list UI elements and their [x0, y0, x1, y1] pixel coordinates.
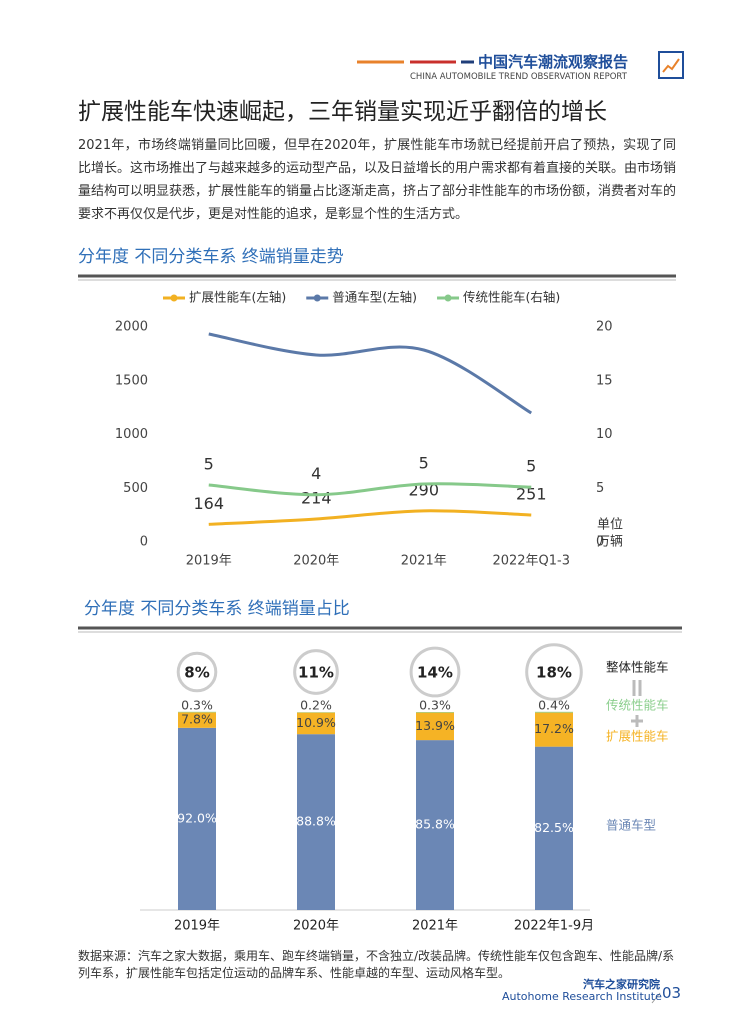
- logo-icon: [658, 51, 684, 79]
- total-circle: [409, 646, 461, 698]
- y2-tick-label: 0: [596, 535, 604, 550]
- series-line: [208, 332, 533, 415]
- bar-segment: [416, 712, 454, 741]
- total-circle: [525, 643, 583, 701]
- bar-segment: [297, 712, 335, 735]
- data-label: 5: [204, 455, 214, 474]
- y2-tick-label: 15: [596, 373, 613, 388]
- legend-swatch: [313, 294, 321, 302]
- total-circle: [293, 649, 339, 695]
- data-label: 0.2%: [300, 698, 332, 713]
- data-label: 4: [311, 464, 321, 483]
- total-label: 18%: [536, 664, 572, 682]
- data-label: 92.0%: [177, 810, 217, 825]
- x-tick-label: 2020年: [293, 919, 339, 934]
- x-tick-label: 2022年1-9月: [514, 919, 594, 934]
- unit-label: 单位: [597, 518, 623, 533]
- x-tick-label: 2021年: [412, 919, 458, 934]
- legend-label: 扩展性能车(左轴): [189, 290, 286, 305]
- x-tick-label: 2022年Q1-3: [492, 554, 570, 569]
- legend-label: 普通车型(左轴): [332, 290, 417, 305]
- bar-segment: [535, 711, 573, 713]
- y2-tick-label: 5: [596, 481, 604, 496]
- x-tick-label: 2019年: [174, 919, 220, 934]
- data-label: 85.8%: [415, 817, 455, 832]
- source-note: 数据来源：汽车之家大数据，乘用车、跑车终端销量，不含独立/改装品牌。传统性能车仅…: [78, 949, 675, 980]
- bar-segment: [178, 727, 216, 910]
- data-label: 214: [301, 488, 332, 507]
- data-label: 164: [193, 494, 224, 513]
- total-label: 11%: [298, 664, 334, 682]
- y-tick-label: 0: [140, 535, 148, 550]
- logo-icon: [662, 58, 680, 73]
- total-circle: [176, 651, 218, 693]
- series-line: [208, 482, 532, 497]
- data-label: 10.9%: [296, 715, 336, 730]
- report-subtitle: CHINA AUTOMOBILE TREND OBSERVATION REPOR…: [410, 72, 627, 82]
- series-line: [208, 509, 532, 526]
- section-title: 分年度 不同分类车系 终端销量走势: [78, 247, 344, 267]
- legend-label: 扩展性能车: [606, 729, 669, 744]
- data-label: 251: [516, 485, 547, 504]
- x-tick-label: 2021年: [401, 554, 447, 569]
- data-label: 0.3%: [181, 697, 213, 712]
- y-tick-label: 2000: [115, 320, 148, 335]
- data-label: 0.4%: [538, 697, 570, 712]
- legend-swatch: [170, 294, 178, 302]
- paragraph: 2021年，市场终端销量同比回暖，但早在2020年，扩展性能车市场就已经提前开启…: [78, 138, 677, 222]
- x-tick-label: 2020年: [293, 554, 339, 569]
- footer-org-en: Autohome Research Institute: [502, 990, 662, 1003]
- legend-swatch: [444, 294, 452, 302]
- total-label: 8%: [184, 664, 209, 682]
- footer-org: 汽车之家研究院: [583, 978, 660, 991]
- bar-segment: [297, 734, 335, 910]
- report-title: 中国汽车潮流观察报告: [478, 53, 629, 71]
- heading: 扩展性能车快速崛起，三年销量实现近乎翻倍的增长: [78, 99, 607, 125]
- legend-label: 传统性能车(右轴): [463, 290, 560, 305]
- data-label: 5: [419, 453, 429, 472]
- y2-tick-label: 10: [596, 427, 613, 442]
- data-label: 88.8%: [296, 814, 336, 829]
- data-label: 7.8%: [181, 712, 213, 727]
- footer-slash: [651, 992, 661, 1004]
- bar-segment: [416, 740, 454, 910]
- x-tick-label: 2019年: [186, 554, 232, 569]
- data-label: 5: [526, 457, 536, 476]
- bar-segment: [535, 746, 573, 910]
- legend-label: 普通车型: [606, 818, 656, 833]
- page-number: 03: [662, 984, 682, 1002]
- data-label: 17.2%: [534, 721, 574, 736]
- bar-segment: [416, 712, 454, 713]
- y-tick-label: 1500: [115, 373, 148, 388]
- bar-segment: [178, 712, 216, 728]
- data-label: 13.9%: [415, 718, 455, 733]
- total-label: 14%: [417, 664, 453, 682]
- section-title: 分年度 不同分类车系 终端销量占比: [84, 599, 350, 619]
- data-label: 82.5%: [534, 820, 574, 835]
- bar-segment: [535, 712, 573, 747]
- bar-segment: [178, 711, 216, 713]
- legend-label: 传统性能车: [606, 698, 669, 713]
- y-tick-label: 500: [123, 481, 148, 496]
- y2-tick-label: 20: [596, 320, 613, 335]
- data-label: 0.3%: [419, 698, 451, 713]
- y-tick-label: 1000: [115, 427, 148, 442]
- unit-label: 万辆: [597, 535, 623, 550]
- legend-label: 整体性能车: [606, 660, 669, 675]
